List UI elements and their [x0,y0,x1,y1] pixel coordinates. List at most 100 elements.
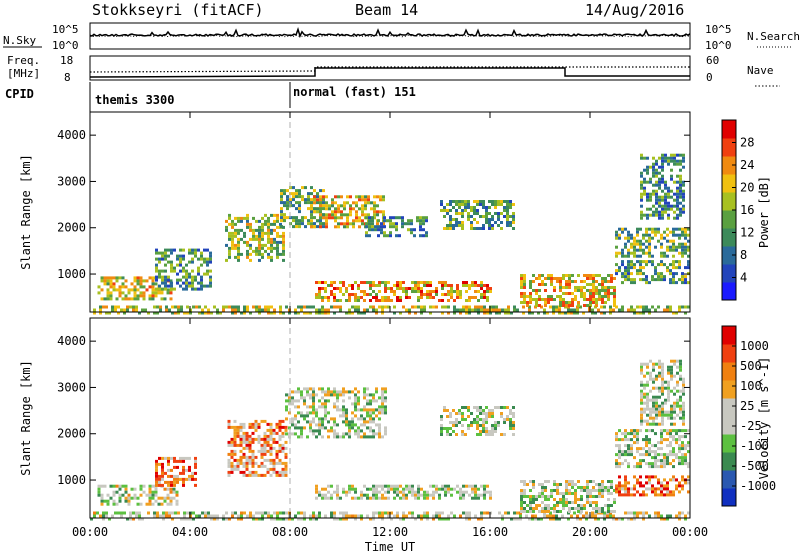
echo-cell [494,206,497,209]
echo-cell [182,257,185,261]
echo-cell [670,189,673,193]
echo-cell [318,290,321,293]
echo-cell [520,283,523,286]
echo-cell [170,287,173,291]
echo-cell [645,511,648,515]
echo-cell [491,424,494,427]
echo-cell [636,260,639,264]
echo-cell [509,215,512,218]
echo-cell [213,305,216,309]
echo-cell [312,396,315,400]
echo-cell [687,475,690,479]
echo-cell [423,305,426,309]
echo-cell [597,308,600,312]
echo-cell [562,492,565,495]
echo-cell [682,156,685,160]
echo-cell [603,514,606,518]
echo-cell [618,269,621,273]
echo-cell [321,405,324,409]
echo-cell [322,195,325,199]
echo-cell [147,311,150,315]
echo-cell [170,480,173,484]
echo-cell [327,390,330,394]
echo-cell [136,294,140,298]
echo-cell [675,245,678,249]
echo-cell [645,251,648,255]
echo-cell [233,440,237,444]
echo-cell [444,305,447,309]
echo-cell [535,301,538,304]
echo-cell [646,207,649,211]
echo-cell [336,490,339,494]
echo-cell [389,231,392,235]
echo-cell [624,493,627,497]
echo-cell [435,484,438,488]
echo-cell [503,421,506,424]
echo-cell [589,501,592,504]
echo-cell [586,492,589,495]
echo-cell [440,209,443,212]
echo-cell [600,311,603,315]
echo-cell [281,419,285,423]
echo-cell [661,422,664,426]
echo-cell [627,236,630,240]
echo-cell [669,305,672,309]
echo-cell [170,281,173,285]
echo-cell [453,311,456,315]
echo-cell [574,483,577,486]
echo-cell [567,311,570,315]
echo-cell [322,213,325,217]
echo-cell [369,293,372,296]
echo-cell [285,408,288,412]
echo-cell [615,453,618,457]
echo-cell [667,192,670,196]
echo-cell [249,511,252,515]
x-tick-label: 16:00 [472,525,508,539]
echo-cell [155,483,158,487]
echo-cell [523,501,526,504]
echo-cell [309,423,312,427]
echo-cell [681,447,684,451]
echo-cell [651,462,654,466]
echo-cell [373,201,376,205]
echo-cell [179,471,182,475]
echo-cell [670,416,673,420]
echo-cell [106,288,110,292]
echo-cell [273,228,276,232]
echo-cell [595,289,598,292]
echo-cell [663,453,666,457]
echo-cell [322,204,325,208]
echo-cell [182,275,185,279]
echo-cell [161,462,164,466]
echo-cell [160,502,164,506]
echo-cell [276,234,279,238]
echo-cell [630,487,633,491]
echo-cell [348,284,351,287]
echo-cell [158,257,161,261]
echo-cell [279,240,282,244]
echo-cell [319,210,322,214]
echo-cell [660,275,663,279]
echo-cell [194,248,197,252]
echo-cell [389,225,392,229]
echo-cell [175,502,179,506]
echo-cell [447,305,450,309]
echo-cell [661,416,664,420]
echo-cell [645,263,648,267]
echo-cell [307,222,310,226]
echo-cell [114,511,117,515]
echo-cell [339,511,342,515]
echo-cell [378,435,381,439]
echo-cell [646,195,649,199]
echo-cell [538,289,541,292]
echo-cell [264,308,267,312]
echo-cell [413,234,416,238]
echo-cell [621,227,624,231]
echo-cell [381,484,384,488]
echo-cell [393,284,396,287]
echo-cell [681,233,684,237]
echo-cell [672,429,675,433]
echo-cell [336,517,339,521]
echo-cell [124,487,128,491]
echo-cell [601,480,604,483]
